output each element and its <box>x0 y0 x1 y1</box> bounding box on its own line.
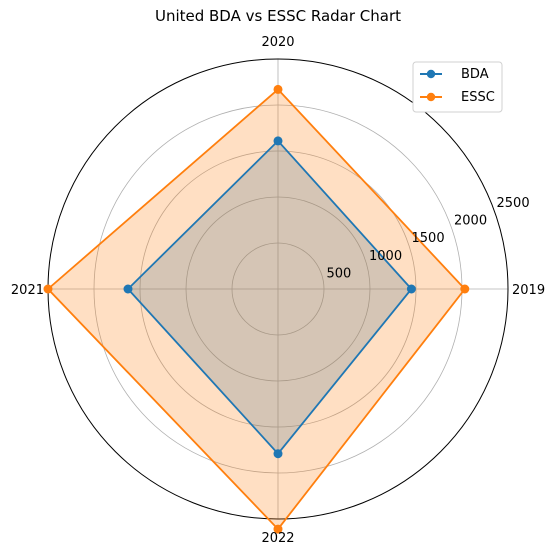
legend: BDA ESSC <box>412 61 503 113</box>
chart-title-group: United BDA vs ESSC Radar Chart <box>155 7 401 25</box>
series-fills <box>48 89 465 530</box>
radial-tick-label: 2500 <box>497 196 530 211</box>
radial-tick-label: 2000 <box>454 214 487 229</box>
category-axis-label: 2021 <box>11 283 44 298</box>
category-axis-label: 2019 <box>512 283 545 298</box>
series-point-bda-2021 <box>123 284 133 294</box>
series-area-essc <box>48 89 465 530</box>
series-point-essc-2022 <box>273 524 283 534</box>
series-point-bda-2019 <box>406 284 416 294</box>
legend-bda-marker <box>426 69 436 79</box>
series-point-essc-2020 <box>273 84 283 94</box>
series-markers <box>43 84 470 534</box>
chart-title: United BDA vs ESSC Radar Chart <box>155 7 401 25</box>
category-axis-label: 2022 <box>261 531 294 546</box>
series-point-essc-2021 <box>43 284 53 294</box>
radial-tick-label: 1500 <box>412 231 445 246</box>
axis-labels: 500 1000 1500 2000 2500 2019 2020 2021 2022 <box>11 35 545 546</box>
radial-tick-label: 500 <box>327 266 352 281</box>
legend-essc-label: ESSC <box>461 90 495 105</box>
category-axis-label: 2020 <box>261 35 294 50</box>
series-point-essc-2019 <box>460 284 470 294</box>
legend-essc-marker <box>426 92 436 102</box>
series-point-bda-2020 <box>273 136 283 146</box>
legend-bda-label: BDA <box>461 67 489 82</box>
radial-tick-label: 1000 <box>369 249 402 264</box>
series-point-bda-2022 <box>273 449 283 459</box>
